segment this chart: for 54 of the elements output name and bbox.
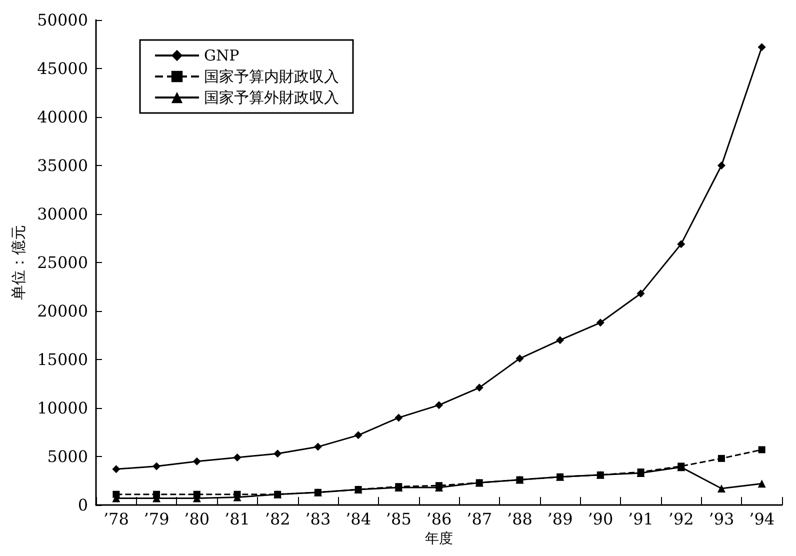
point — [717, 484, 726, 493]
x-tick-label: ’94 — [749, 510, 775, 528]
x-tick-label: ’82 — [264, 510, 290, 528]
x-tick-label: ’80 — [184, 510, 210, 528]
x-tick-label: ’86 — [426, 510, 452, 528]
y-tick-label: 30000 — [37, 204, 88, 224]
y-tick-label: 25000 — [37, 253, 88, 272]
y-tick-label: 50000 — [37, 10, 88, 30]
x-tick-label: ’84 — [346, 510, 372, 528]
point — [596, 318, 604, 327]
point — [354, 431, 362, 440]
point — [475, 384, 484, 392]
point — [274, 450, 282, 458]
x-tick-label: ’93 — [708, 510, 734, 528]
y-tick-label: 0 — [78, 496, 88, 514]
x-tick-label: ’90 — [588, 510, 614, 528]
point — [192, 457, 201, 466]
y-tick-label: 20000 — [37, 302, 88, 320]
point — [717, 162, 726, 170]
point — [718, 454, 725, 462]
point — [758, 43, 766, 52]
point — [636, 290, 645, 298]
x-tick-label: ’81 — [224, 510, 250, 528]
y-tick-label: 5000 — [47, 447, 88, 466]
x-tick-label: ’92 — [668, 510, 694, 528]
point — [516, 354, 524, 363]
x-tick-label: ’79 — [144, 510, 170, 528]
legend-label: 国家予算外財政収入 — [204, 88, 339, 106]
point — [435, 401, 443, 410]
point — [152, 462, 161, 470]
point — [394, 414, 403, 422]
x-tick-label: ’89 — [547, 510, 573, 528]
point — [758, 480, 766, 488]
legend-label: GNP — [204, 46, 240, 64]
x-tick-label: ’78 — [103, 510, 129, 528]
point — [677, 240, 686, 248]
point — [556, 336, 564, 344]
y-tick-label: 40000 — [37, 108, 88, 126]
x-tick-label: ’91 — [628, 510, 654, 528]
x-tick-label: ’85 — [386, 510, 412, 528]
legend-label: 国家予算内財政収入 — [204, 68, 339, 86]
y-tick-label: 15000 — [37, 350, 88, 369]
x-tick-label: ’83 — [305, 510, 331, 528]
point — [314, 442, 322, 451]
x-axis-title: 年度 — [425, 530, 453, 547]
x-tick-label: ’87 — [466, 510, 492, 528]
y-tick-label: 45000 — [37, 59, 88, 78]
point — [112, 465, 120, 474]
point — [758, 446, 766, 454]
y-axis-title: 单位：億元 — [10, 225, 28, 300]
point — [233, 453, 242, 462]
y-tick-label: 10000 — [37, 398, 88, 418]
y-tick-label: 35000 — [37, 156, 88, 175]
x-tick-label: ’88 — [506, 510, 532, 528]
